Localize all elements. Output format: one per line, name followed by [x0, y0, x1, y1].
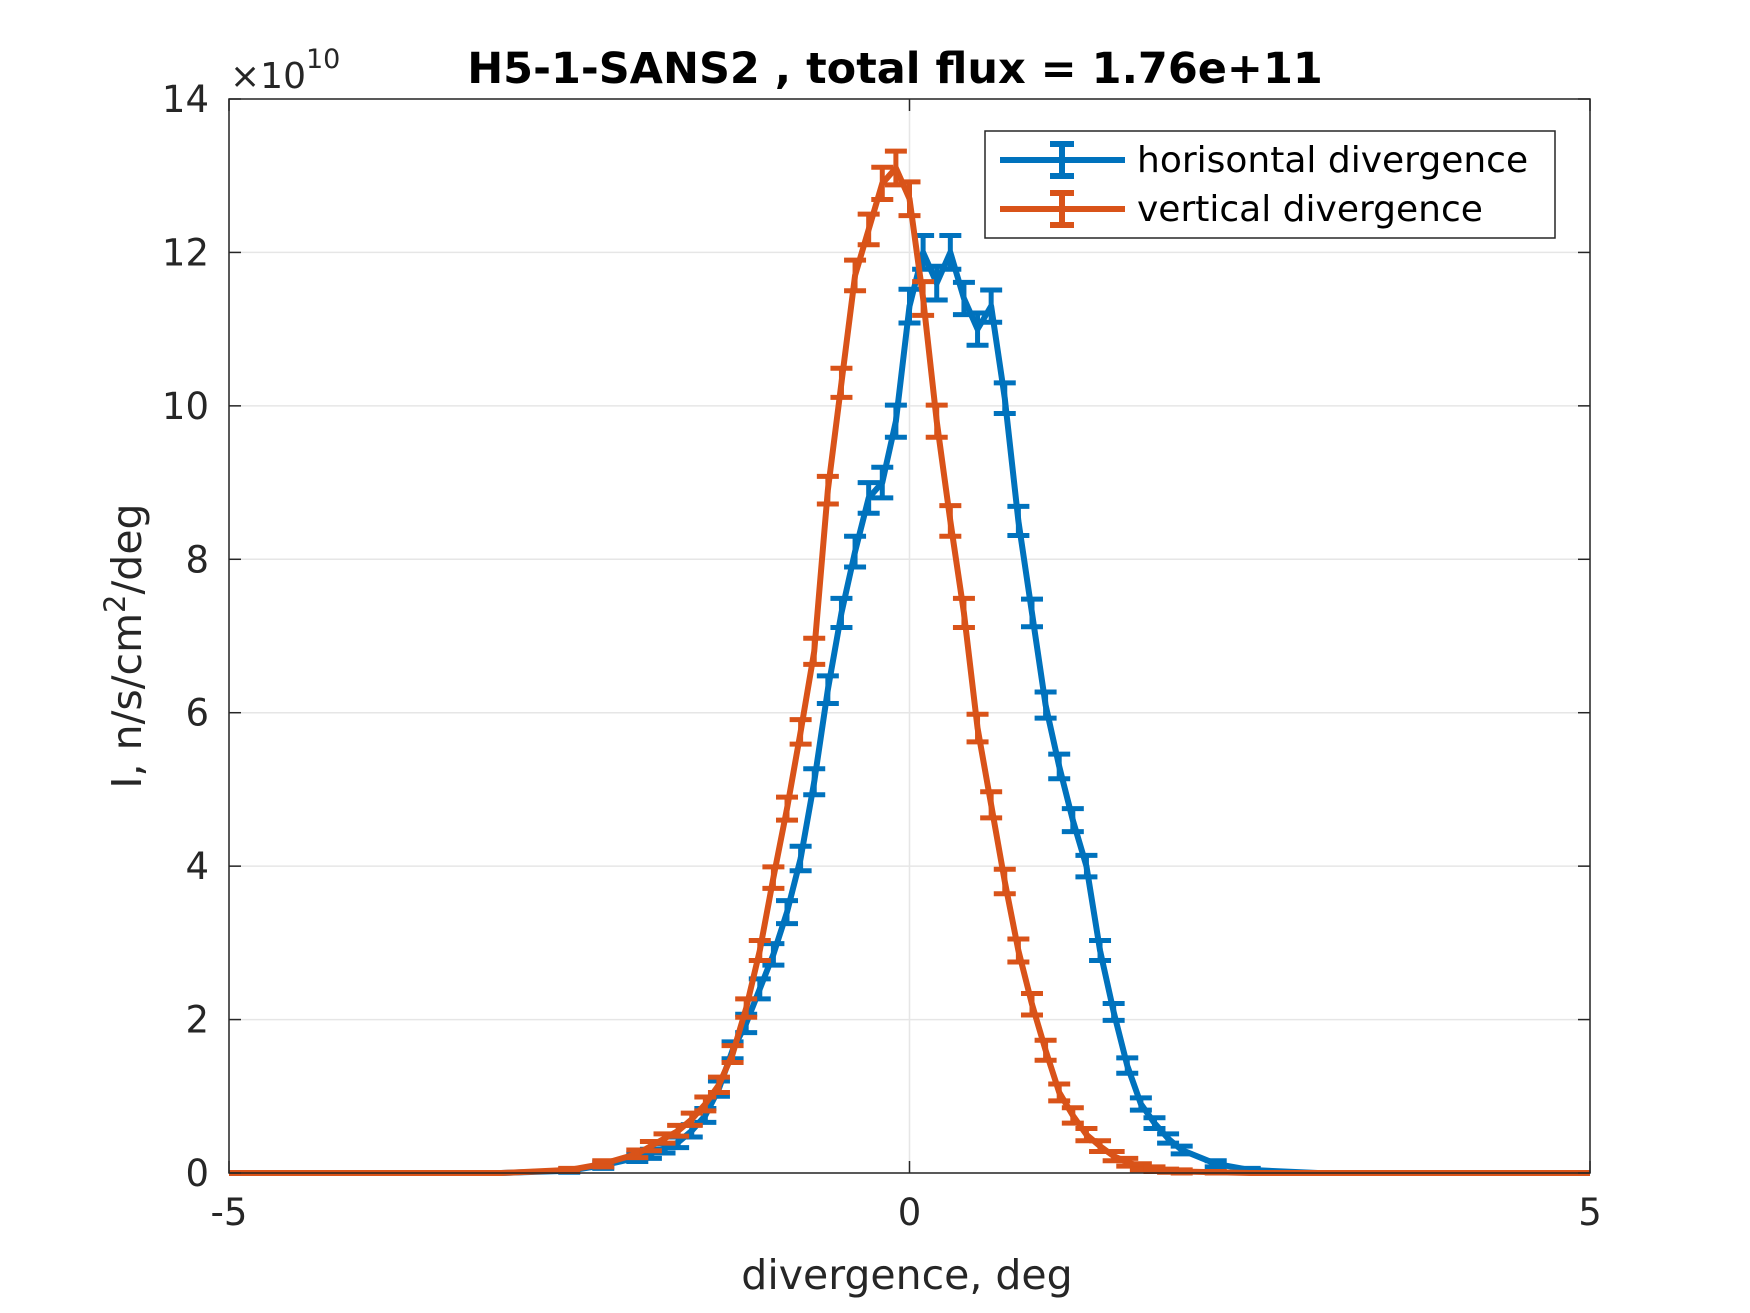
x-tick-label: 0	[898, 1191, 922, 1234]
y-axis-label-superscript: 2	[98, 595, 132, 613]
legend: horisontal divergence vertical divergenc…	[984, 130, 1556, 239]
legend-item-vertical: vertical divergence	[1000, 189, 1483, 230]
y-tick-label: 12	[162, 231, 209, 274]
y-axis-label-tail: /deg	[103, 503, 151, 594]
y-tick-label: 4	[185, 845, 209, 888]
y-multiplier-exponent: 10	[306, 44, 340, 75]
legend-label-horizontal: horisontal divergence	[1137, 140, 1528, 181]
series-vertical	[229, 148, 1590, 1176]
x-tick-label: -5	[211, 1191, 248, 1234]
chart-title: H5-1-SANS2 , total flux = 1.76e+11	[467, 44, 1323, 94]
legend-item-horizontal: horisontal divergence	[1000, 140, 1528, 181]
y-tick-label: 14	[162, 78, 209, 121]
tick-marks	[228, 98, 1591, 1174]
y-tick-label: 0	[185, 1152, 209, 1195]
x-axis-label: divergence, deg	[741, 1251, 1072, 1299]
y-tick-label: 8	[185, 538, 209, 581]
y-multiplier: ×1010	[230, 44, 340, 97]
y-axis-label-main: I, n/s/cm	[103, 613, 151, 789]
y-multiplier-base: ×10	[230, 56, 306, 97]
y-axis-label: I, n/s/cm2/deg	[98, 503, 151, 788]
x-tick-label: 5	[1578, 1191, 1602, 1234]
legend-box	[984, 130, 1556, 239]
y-tick-label: 6	[185, 692, 209, 735]
y-tick-label: 2	[185, 999, 209, 1042]
series-layer	[229, 148, 1590, 1176]
y-tick-label: 10	[162, 385, 209, 428]
legend-label-vertical: vertical divergence	[1137, 189, 1483, 230]
